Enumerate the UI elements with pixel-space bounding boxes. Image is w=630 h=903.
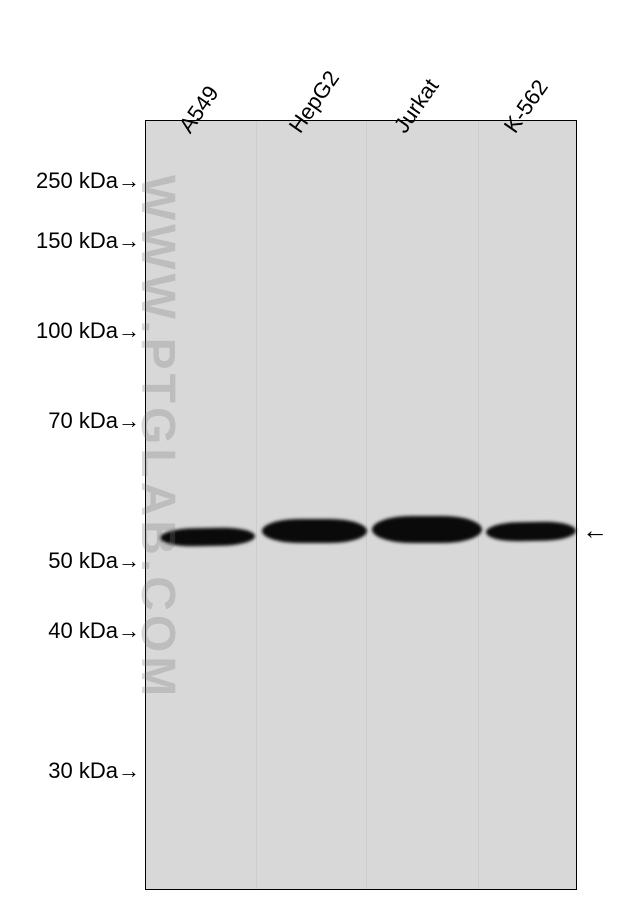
marker-label: 70 kDa→ [48, 408, 140, 434]
protein-band [262, 519, 367, 543]
marker-label: 100 kDa→ [36, 318, 140, 344]
marker-label: 150 kDa→ [36, 228, 140, 254]
western-blot-figure: A549HepG2JurkatK-562 250 kDa→150 kDa→100… [0, 0, 630, 903]
lane-divider [366, 120, 367, 890]
protein-band [486, 521, 576, 542]
marker-label: 50 kDa→ [48, 548, 140, 574]
marker-label: 30 kDa→ [48, 758, 140, 784]
lane-divider [478, 120, 479, 890]
band-pointer-arrow: ← [582, 515, 608, 546]
watermark-text: WWW.PTGLAB.COM [130, 175, 185, 700]
protein-band [372, 516, 482, 543]
lane-divider [256, 120, 257, 890]
blot-membrane [145, 120, 577, 890]
marker-label: 40 kDa→ [48, 618, 140, 644]
marker-label: 250 kDa→ [36, 168, 140, 194]
